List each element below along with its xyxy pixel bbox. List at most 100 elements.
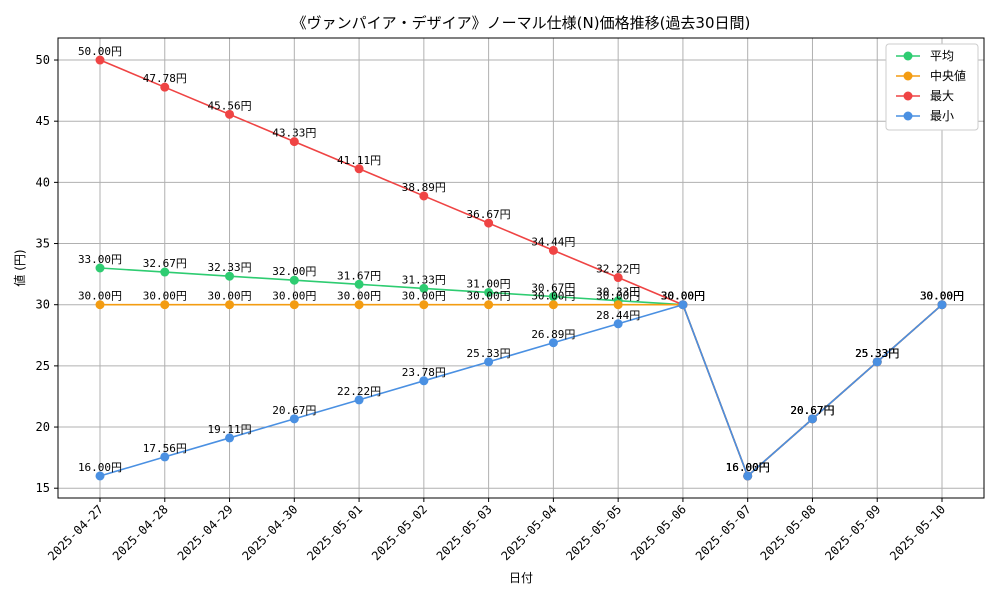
legend-marker bbox=[903, 111, 913, 121]
y-axis-ticks: 15 20 25 30 35 40 45 50 bbox=[36, 53, 58, 495]
data-point bbox=[225, 300, 235, 310]
y-tick-label: 50 bbox=[36, 53, 50, 67]
legend-marker bbox=[903, 51, 913, 61]
data-label: 30.00円 bbox=[920, 290, 964, 303]
data-point bbox=[95, 300, 105, 310]
data-point bbox=[95, 263, 105, 273]
data-point bbox=[160, 82, 170, 92]
x-tick-label: 2025-05-10 bbox=[887, 502, 948, 563]
data-label: 38.89円 bbox=[402, 181, 446, 194]
data-label: 19.11円 bbox=[207, 423, 251, 436]
x-tick-label: 2025-05-01 bbox=[304, 502, 365, 563]
data-point bbox=[95, 471, 105, 481]
y-tick-label: 45 bbox=[36, 114, 50, 128]
x-tick-label: 2025-04-30 bbox=[239, 502, 300, 563]
x-tick-label: 2025-05-02 bbox=[369, 502, 430, 563]
data-label: 30.00円 bbox=[531, 290, 575, 303]
data-label: 43.33円 bbox=[272, 127, 316, 140]
data-point bbox=[160, 452, 170, 462]
data-point bbox=[678, 300, 688, 310]
data-point bbox=[354, 164, 364, 174]
x-tick-label: 2025-05-04 bbox=[499, 502, 560, 563]
data-point bbox=[872, 357, 882, 367]
data-label: 16.00円 bbox=[726, 461, 770, 474]
data-label: 17.56円 bbox=[143, 442, 187, 455]
data-label: 30.00円 bbox=[143, 290, 187, 303]
data-point bbox=[354, 300, 364, 310]
y-tick-label: 15 bbox=[36, 481, 50, 495]
data-label: 30.00円 bbox=[920, 290, 964, 303]
series-layer bbox=[95, 55, 947, 481]
data-label: 25.33円 bbox=[467, 347, 511, 360]
data-point bbox=[484, 287, 494, 297]
data-label: 31.67円 bbox=[337, 269, 381, 282]
data-label: 32.00円 bbox=[272, 265, 316, 278]
legend-label: 最大 bbox=[930, 89, 954, 103]
data-label: 20.67円 bbox=[790, 404, 834, 417]
data-label: 45.56円 bbox=[207, 99, 251, 112]
x-tick-label: 2025-04-29 bbox=[175, 502, 236, 563]
data-label: 31.33円 bbox=[402, 273, 446, 286]
data-label: 30.00円 bbox=[920, 290, 964, 303]
data-point bbox=[354, 279, 364, 289]
data-label: 25.33円 bbox=[855, 347, 899, 360]
data-point bbox=[548, 338, 558, 348]
data-label: 41.11円 bbox=[337, 154, 381, 167]
data-point bbox=[419, 376, 429, 386]
x-axis-ticks: 2025-04-27 2025-04-28 2025-04-29 2025-04-30… bbox=[45, 498, 948, 563]
data-point bbox=[484, 300, 494, 310]
series-line bbox=[99, 303, 943, 478]
data-label: 26.89円 bbox=[531, 328, 575, 341]
y-tick-label: 30 bbox=[36, 298, 50, 312]
data-label: 32.22円 bbox=[596, 263, 640, 276]
data-point bbox=[548, 292, 558, 302]
data-label: 30.33円 bbox=[596, 286, 640, 299]
data-label: 30.00円 bbox=[402, 290, 446, 303]
data-point bbox=[419, 191, 429, 201]
grid-layer bbox=[58, 38, 984, 498]
data-point bbox=[225, 271, 235, 281]
data-label: 16.00円 bbox=[726, 461, 770, 474]
y-tick-label: 40 bbox=[36, 175, 50, 189]
data-point bbox=[484, 357, 494, 367]
x-tick-label: 2025-05-06 bbox=[628, 502, 689, 563]
data-point bbox=[289, 414, 299, 424]
data-label: 30.00円 bbox=[207, 290, 251, 303]
data-label: 30.00円 bbox=[661, 290, 705, 303]
data-point bbox=[807, 414, 817, 424]
data-label: 50.00円 bbox=[78, 45, 122, 58]
data-point bbox=[160, 300, 170, 310]
data-point bbox=[225, 109, 235, 119]
data-label: 20.67円 bbox=[272, 404, 316, 417]
data-label: 47.78円 bbox=[143, 72, 187, 85]
data-point bbox=[289, 300, 299, 310]
data-point bbox=[289, 137, 299, 147]
x-tick-label: 2025-04-27 bbox=[45, 502, 106, 563]
legend-marker bbox=[903, 91, 913, 101]
data-label: 31.00円 bbox=[467, 277, 511, 290]
legend-box bbox=[885, 43, 979, 131]
x-tick-label: 2025-05-08 bbox=[758, 502, 819, 563]
y-tick-label: 35 bbox=[36, 237, 50, 251]
x-tick-label: 2025-05-05 bbox=[563, 502, 624, 563]
data-label: 32.67円 bbox=[143, 257, 187, 270]
data-label: 30.00円 bbox=[78, 290, 122, 303]
data-point bbox=[419, 283, 429, 293]
data-label: 30.67円 bbox=[531, 282, 575, 295]
data-label: 30.00円 bbox=[337, 290, 381, 303]
data-label: 36.67円 bbox=[467, 208, 511, 221]
y-tick-label: 20 bbox=[36, 420, 50, 434]
data-point bbox=[160, 267, 170, 277]
data-point bbox=[419, 300, 429, 310]
y-tick-label: 25 bbox=[36, 359, 50, 373]
data-point bbox=[613, 300, 623, 310]
data-label: 30.00円 bbox=[920, 290, 964, 303]
chart-title: 《ヴァンパイア・デザイア》ノーマル仕様(N)価格推移(過去30日間) bbox=[292, 14, 751, 32]
data-label: 30.00円 bbox=[596, 290, 640, 303]
legend-label: 中央値 bbox=[930, 68, 966, 83]
data-point bbox=[548, 300, 558, 310]
data-label: 20.67円 bbox=[790, 404, 834, 417]
data-label: 16.00円 bbox=[726, 461, 770, 474]
